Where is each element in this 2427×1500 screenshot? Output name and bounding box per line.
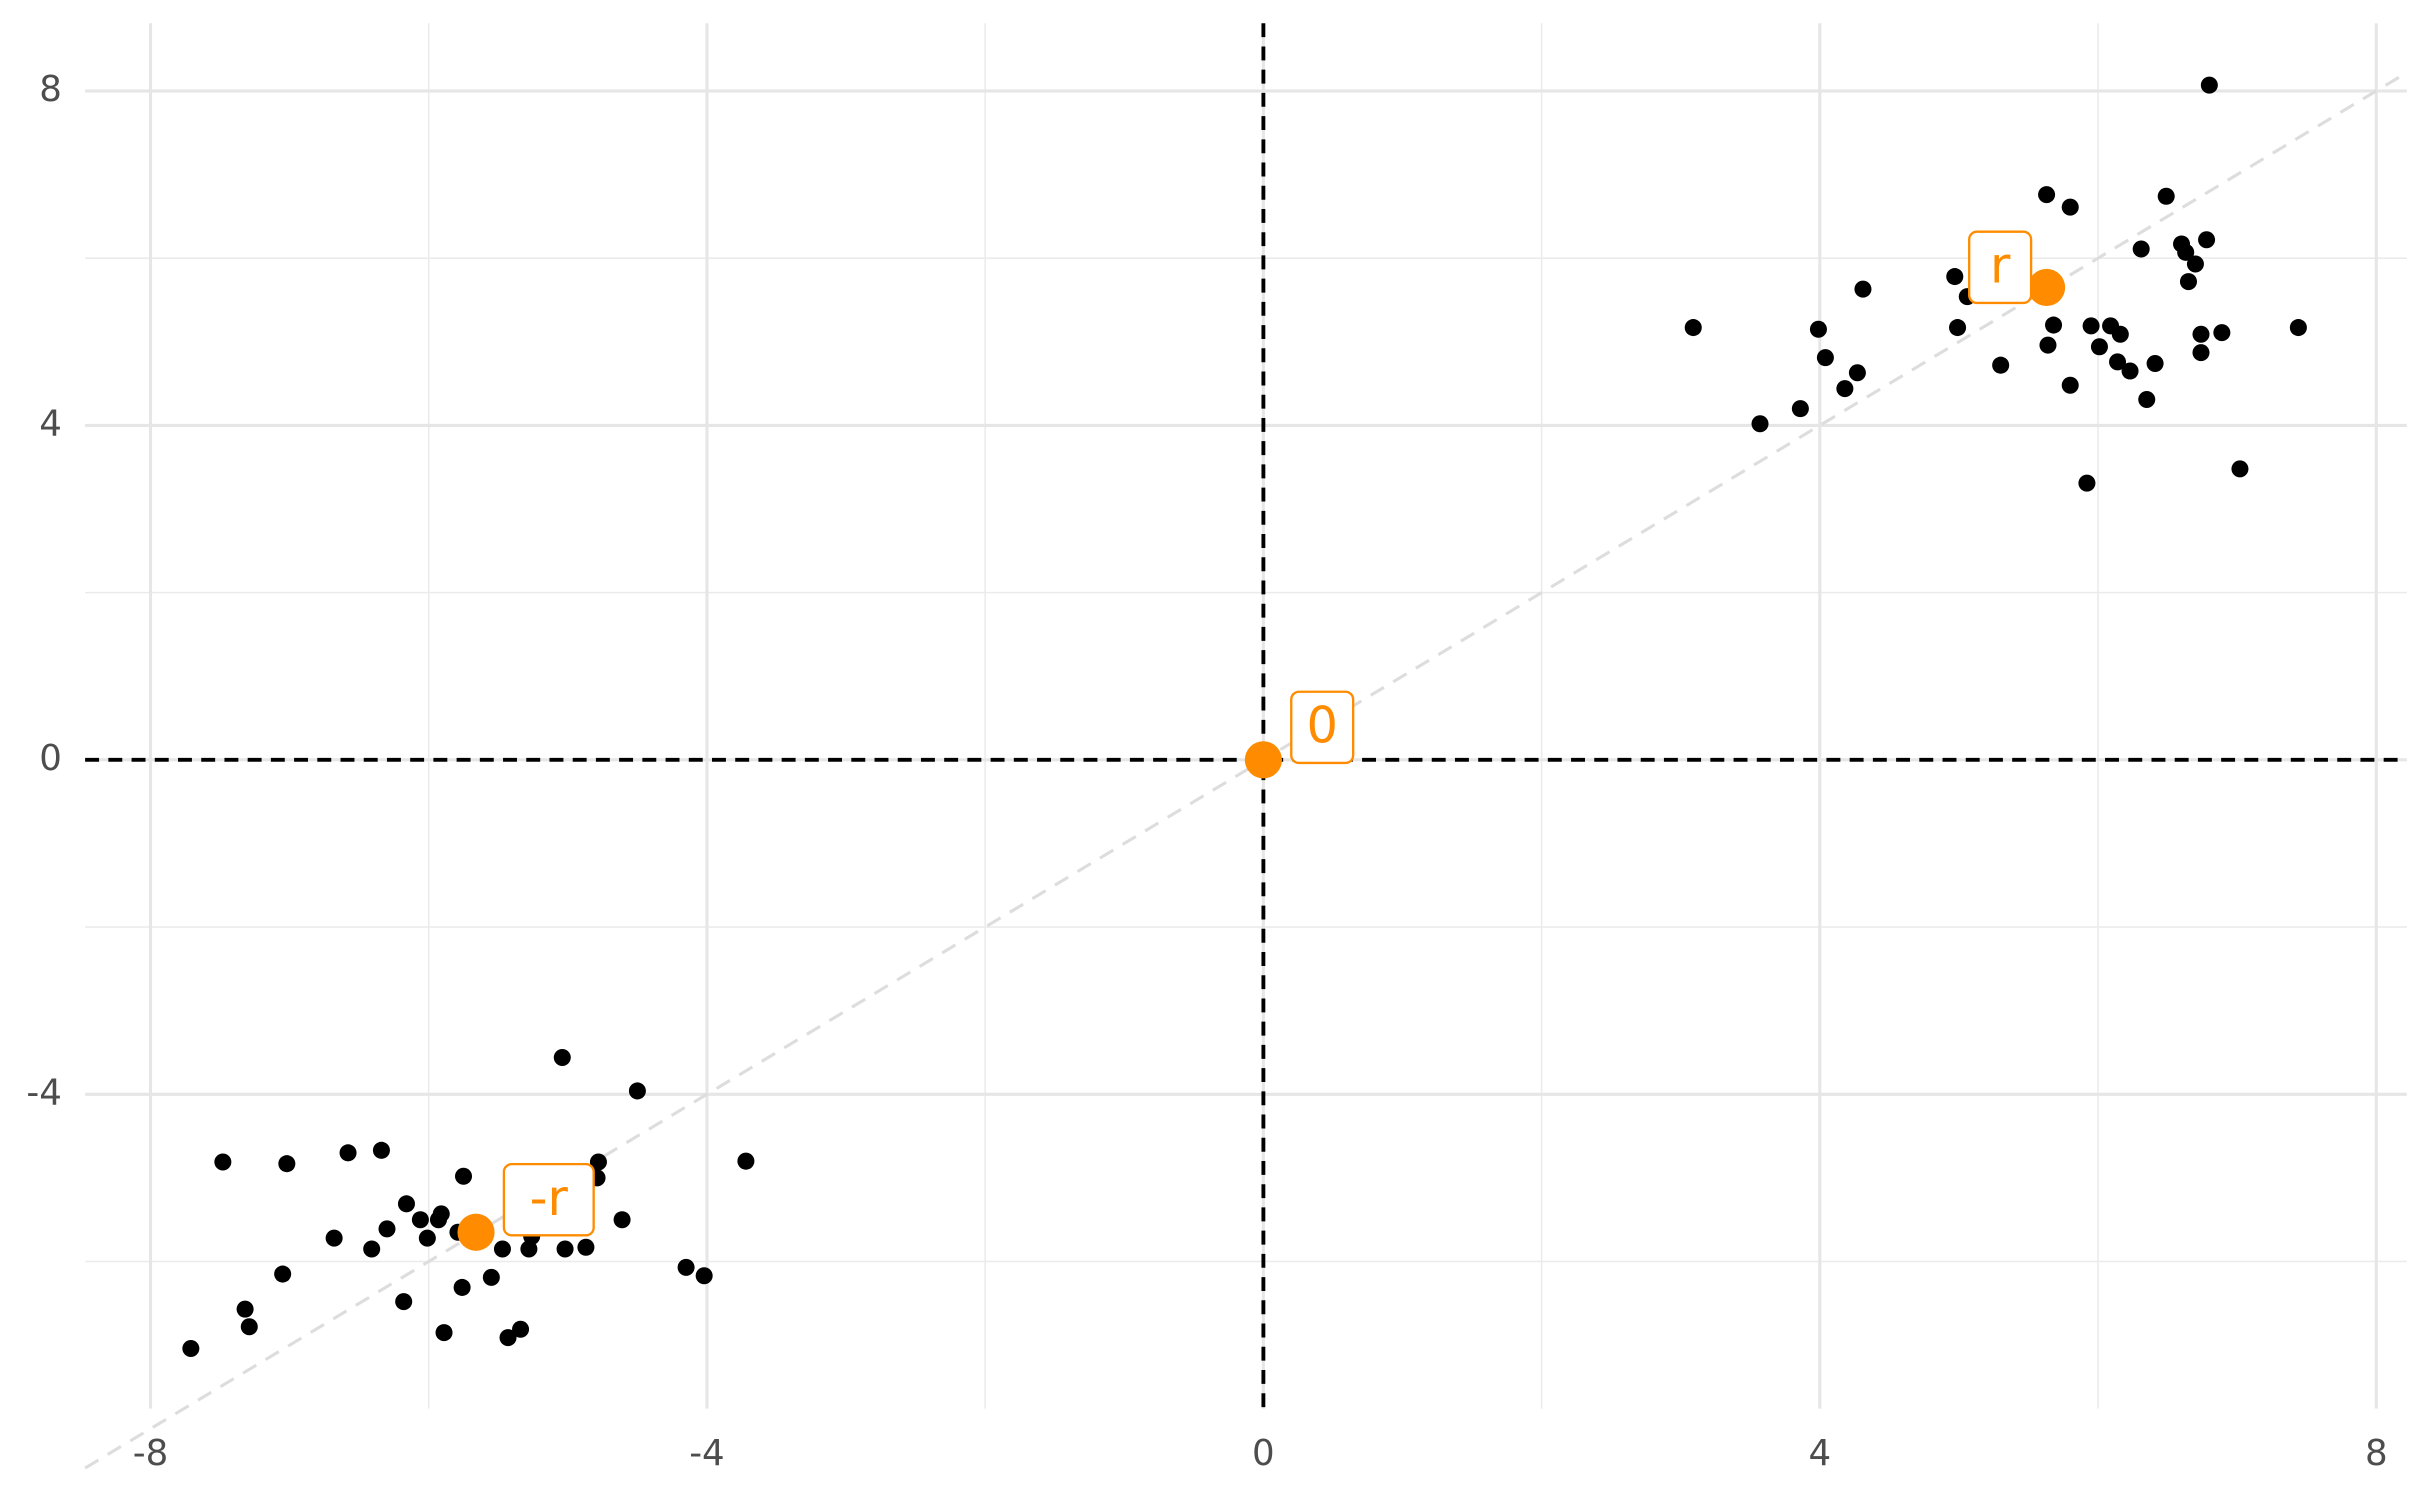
point [2146,355,2164,373]
y-tick-label: -4 [26,1072,61,1113]
point [454,1167,473,1185]
highlight-label: -r [530,1169,569,1227]
point [2109,353,2127,371]
point [2038,186,2056,204]
point [1684,319,1702,337]
point [1751,415,1769,433]
point [372,1141,390,1159]
point [2289,319,2307,337]
x-tick-label: -8 [133,1433,168,1474]
point [2213,324,2231,342]
point [2061,376,2079,394]
point [214,1153,232,1171]
point [432,1205,450,1223]
point [553,1048,571,1067]
point [418,1229,436,1247]
point [1836,380,1854,398]
point [395,1293,413,1311]
point [453,1278,471,1296]
point [2231,460,2249,478]
point [589,1153,607,1171]
point [2157,187,2175,205]
point [363,1240,381,1258]
label-box [502,1162,595,1237]
point [2132,240,2150,258]
point [435,1324,453,1342]
label-box [1968,230,2033,305]
point [2179,273,2197,291]
point [411,1211,429,1229]
point [1809,320,1827,338]
point [1949,319,1967,337]
point [2090,338,2108,356]
highlight-point [457,1213,495,1251]
point [1854,280,1872,298]
point [493,1240,511,1258]
point [2138,390,2156,408]
label-box [1290,690,1355,765]
point [236,1300,254,1318]
point [695,1267,713,1285]
x-tick-label: -4 [689,1433,724,1474]
point [397,1195,415,1213]
point [2192,325,2210,343]
x-tick-label: 8 [2365,1433,2388,1474]
point [737,1152,755,1170]
point [512,1320,530,1338]
y-tick-label: 0 [39,738,62,779]
point [556,1240,574,1258]
point [628,1082,646,1100]
point [577,1238,595,1256]
y-tick-label: 8 [39,69,62,110]
point [2186,255,2204,273]
point [677,1258,695,1276]
highlight-point [2028,268,2066,307]
point [2198,231,2216,249]
point [339,1144,357,1162]
point [274,1265,292,1283]
point [613,1211,631,1229]
point [278,1155,296,1173]
point [2061,198,2079,216]
point [2078,474,2096,492]
point [1791,400,1809,418]
y-tick-label: 4 [39,403,62,444]
point [482,1268,500,1286]
point [325,1229,343,1247]
point [1816,349,1834,367]
point [1992,356,2010,374]
point [1946,268,1964,286]
point [2045,316,2063,334]
highlight-point [1244,741,1282,779]
highlight-label: r [1990,236,2011,294]
point [2111,325,2129,343]
point [1848,364,1866,382]
point [182,1339,200,1357]
point [499,1329,517,1347]
point [2039,336,2057,354]
point [240,1318,258,1336]
point [2121,362,2139,380]
point [2192,344,2210,362]
point [2200,76,2218,94]
x-tick-label: 0 [1252,1433,1275,1474]
point [2177,243,2195,261]
highlight-label: 0 [1306,696,1338,754]
point [2082,317,2100,335]
x-tick-label: 4 [1809,1433,1832,1474]
point [378,1220,396,1238]
